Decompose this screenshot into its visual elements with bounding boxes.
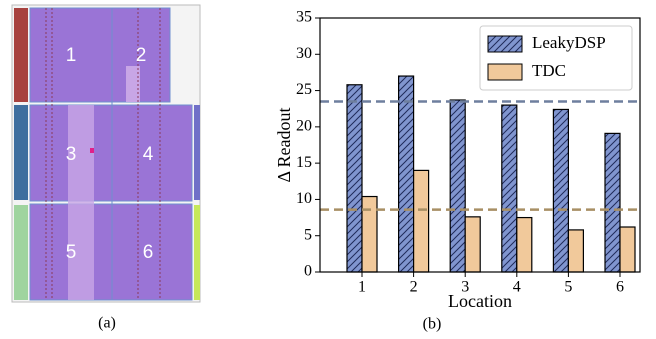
- io-strip: [194, 105, 200, 200]
- y-tick-label: 15: [296, 154, 312, 171]
- y-axis-label: Δ Readout: [274, 107, 294, 182]
- y-tick-label: 0: [304, 263, 312, 280]
- io-strip: [14, 8, 28, 102]
- bar: [362, 197, 377, 272]
- region: [30, 105, 192, 201]
- region-label: 5: [66, 242, 77, 263]
- y-tick-label: 35: [296, 9, 312, 26]
- marker: [90, 148, 94, 153]
- legend-swatch: [488, 64, 522, 80]
- y-tick-label: 10: [296, 190, 312, 207]
- figure: 123456(a)05101520253035123456LeakyDSPTDC…: [0, 0, 656, 339]
- floorplan: [12, 5, 200, 302]
- region-label: 2: [136, 45, 147, 66]
- region-label: 6: [143, 242, 154, 263]
- region: [30, 204, 192, 300]
- placed-logic: [68, 105, 94, 300]
- bar: [620, 227, 635, 272]
- x-tick-label: 2: [410, 279, 418, 296]
- io-strip: [14, 205, 28, 300]
- bar: [347, 85, 362, 272]
- bar: [414, 170, 429, 272]
- x-tick-label: 5: [564, 279, 572, 296]
- bar: [450, 100, 465, 272]
- legend-swatch: [488, 36, 522, 52]
- y-tick-label: 30: [296, 45, 312, 62]
- bar: [502, 105, 517, 272]
- y-tick-label: 5: [304, 226, 312, 243]
- y-tick-label: 25: [296, 81, 312, 98]
- region-label: 4: [143, 144, 154, 165]
- region-label: 3: [66, 144, 77, 165]
- bar: [399, 76, 414, 272]
- panel-caption: (a): [98, 315, 116, 332]
- panel-caption: (b): [423, 316, 442, 333]
- bar: [553, 109, 568, 272]
- legend-label: LeakyDSP: [532, 33, 606, 52]
- x-tick-label: 4: [513, 279, 521, 296]
- region-label: 1: [66, 45, 77, 66]
- x-axis-label: Location: [448, 291, 512, 311]
- legend-label: TDC: [532, 61, 566, 80]
- bar: [465, 217, 480, 272]
- region: [30, 8, 170, 102]
- x-tick-label: 1: [358, 279, 366, 296]
- x-tick-label: 6: [616, 279, 624, 296]
- bar: [517, 218, 532, 272]
- bar: [605, 133, 620, 272]
- bar: [568, 230, 583, 272]
- io-strip: [14, 105, 28, 200]
- io-strip: [194, 205, 200, 300]
- y-tick-label: 20: [296, 118, 312, 135]
